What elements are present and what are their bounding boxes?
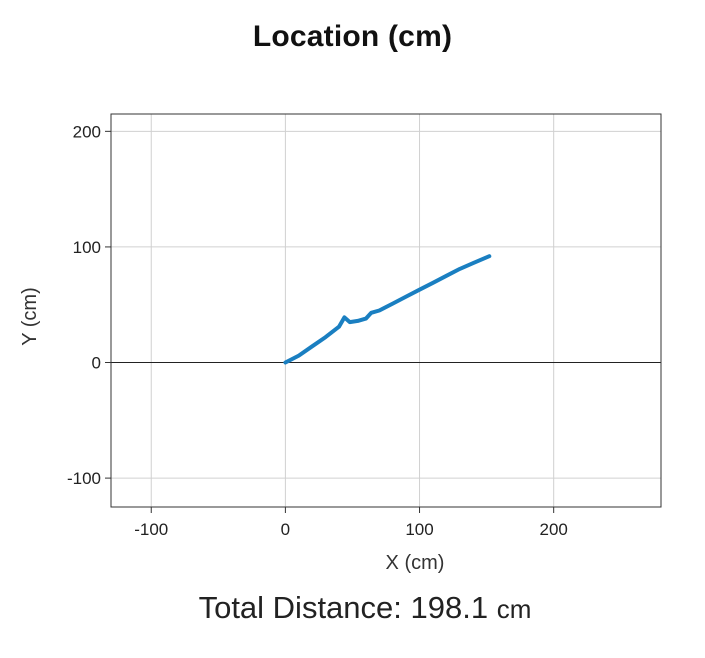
x-tick-label: -100 [134,520,168,539]
total-distance: Total Distance: 198.1 cm [0,590,705,626]
y-tick-label: 200 [73,122,101,141]
trajectory-line [283,254,492,365]
grid-lines [111,114,661,507]
location-chart: -100 0 100 200 -100 0 100 200 X (cm) Y (cm) [19,113,662,574]
plot-frame [110,113,662,508]
chart-title: Location (cm) [252,20,453,53]
total-distance-value: 198.1 [410,590,489,625]
y-axis-label: Y (cm) [19,287,41,346]
x-axis-label: X (cm) [386,552,445,574]
total-distance-unit: cm [496,594,532,624]
x-tick-label: 200 [539,520,567,539]
y-tick-label: 100 [73,238,101,257]
y-tick-label: -100 [67,469,101,488]
x-tick-label: 100 [405,520,433,539]
x-tick-label: 0 [281,520,290,539]
y-tick-labels: -100 0 100 200 [67,122,111,488]
y-tick-label: 0 [92,354,101,373]
total-distance-label: Total Distance: [198,590,402,625]
x-tick-labels: -100 0 100 200 [134,507,568,539]
